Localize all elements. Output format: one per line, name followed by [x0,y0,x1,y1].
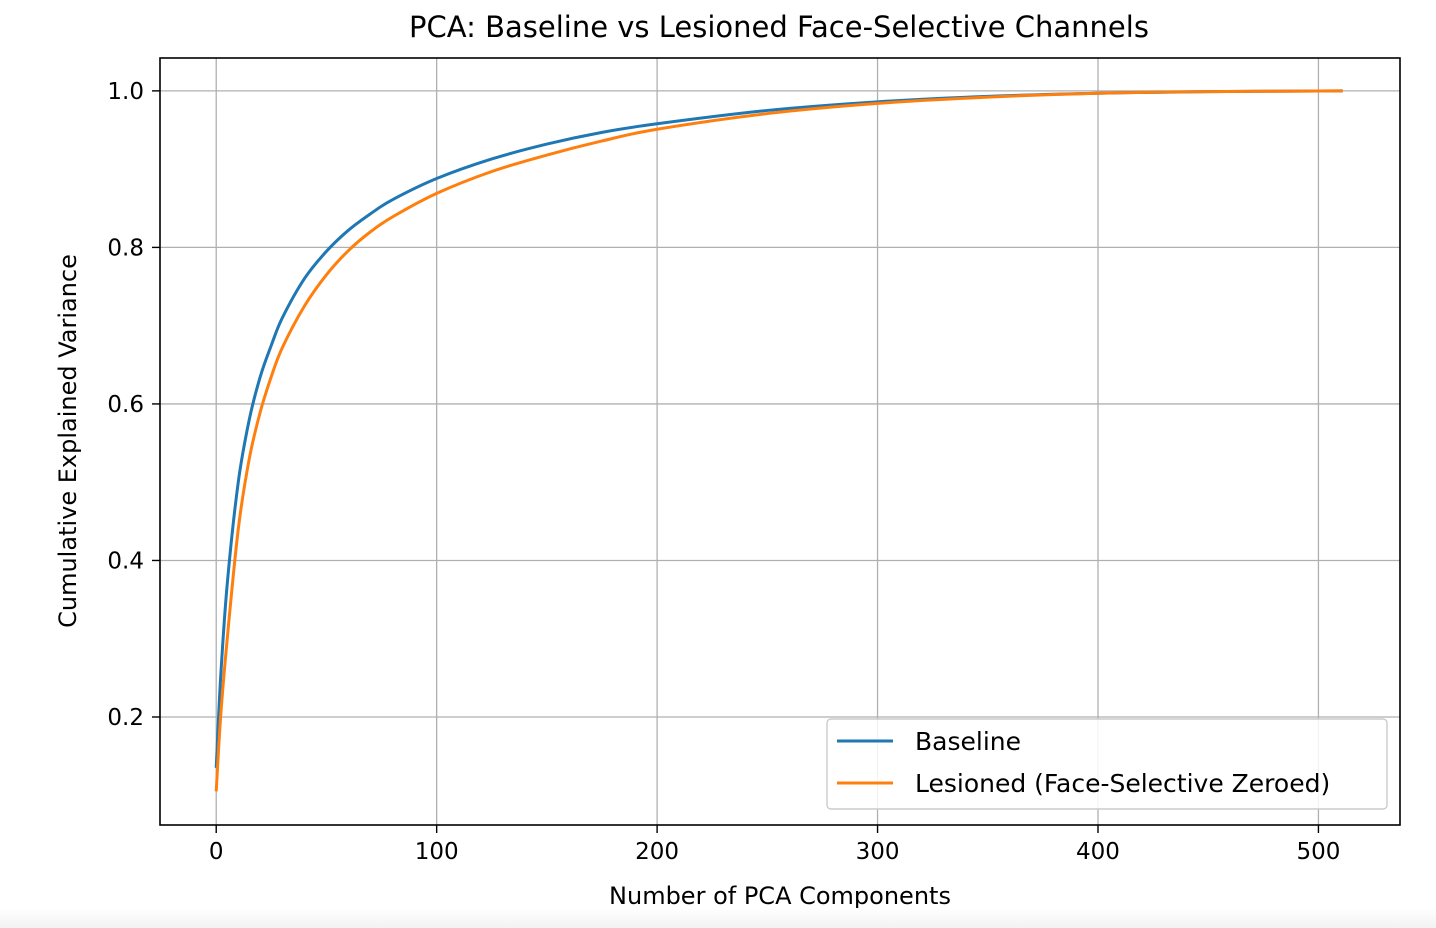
x-tick-label: 200 [635,839,679,865]
y-tick-label: 0.2 [107,705,144,731]
x-tick-label: 500 [1296,839,1340,865]
x-tick-label: 0 [209,839,224,865]
footer-band [0,908,1436,928]
series-line-baseline [214,89,1343,768]
y-tick-label: 0.6 [107,392,144,418]
legend-box [826,718,1388,810]
x-tick-label: 100 [415,839,459,865]
series-line-lesioned [214,89,1343,792]
grid-layer [160,58,1400,825]
legend-label-baseline: Baseline [915,727,1021,756]
x-tick-label: 300 [856,839,900,865]
y-axis-label: Cumulative Explained Variance [54,254,82,628]
y-tick-label: 1.0 [107,79,144,105]
axis-ticks: 0 100 200 300 400 500 0.2 0.4 0.6 0.8 1.0 [107,79,1340,865]
legend-label-lesioned: Lesioned (Face-Selective Zeroed) [915,769,1330,798]
chart-title: PCA: Baseline vs Lesioned Face-Selective… [409,10,1149,44]
x-tick-label: 400 [1076,839,1120,865]
y-tick-label: 0.8 [107,235,144,261]
y-tick-label: 0.4 [107,548,144,574]
plot-area-frame [159,57,1401,826]
series-layer [214,89,1343,792]
legend: Baseline Lesioned (Face-Selective Zeroed… [826,718,1388,810]
x-axis-label: Number of PCA Components [609,882,951,910]
